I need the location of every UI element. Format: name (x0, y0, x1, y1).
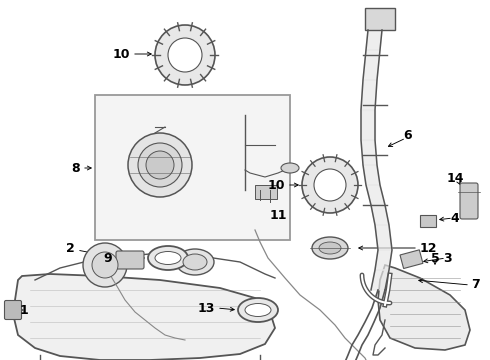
Polygon shape (375, 250, 392, 270)
Polygon shape (366, 30, 382, 50)
Bar (255, 185, 277, 199)
Polygon shape (363, 165, 380, 185)
Ellipse shape (176, 249, 214, 275)
Bar (95, 95, 290, 240)
Ellipse shape (281, 163, 299, 173)
Text: 14: 14 (446, 171, 464, 185)
Circle shape (146, 151, 174, 179)
Ellipse shape (148, 246, 188, 270)
Bar (365, 8, 395, 30)
Text: 6: 6 (404, 129, 412, 141)
FancyBboxPatch shape (460, 183, 478, 219)
Bar (420, 215, 436, 227)
Ellipse shape (183, 254, 207, 270)
Text: 13: 13 (197, 302, 215, 315)
Polygon shape (378, 265, 470, 350)
Circle shape (138, 143, 182, 187)
Polygon shape (371, 270, 389, 290)
Text: 2: 2 (66, 242, 75, 255)
Ellipse shape (319, 242, 341, 254)
Polygon shape (14, 274, 275, 360)
Polygon shape (363, 50, 380, 80)
Circle shape (83, 243, 127, 287)
Circle shape (128, 133, 192, 197)
Polygon shape (361, 140, 377, 165)
Text: 8: 8 (72, 162, 80, 175)
Ellipse shape (155, 252, 181, 265)
Ellipse shape (238, 298, 278, 322)
Bar (400, 250, 423, 269)
Text: 1: 1 (19, 303, 28, 316)
Ellipse shape (245, 303, 271, 316)
Circle shape (168, 38, 202, 72)
Text: 11: 11 (269, 208, 287, 221)
Text: 4: 4 (451, 212, 459, 225)
Polygon shape (371, 205, 389, 225)
Polygon shape (361, 80, 377, 110)
Text: 7: 7 (470, 279, 479, 292)
Polygon shape (366, 185, 385, 205)
Text: 9: 9 (103, 252, 112, 265)
Polygon shape (375, 225, 392, 250)
Circle shape (155, 25, 215, 85)
Text: 5: 5 (431, 252, 440, 265)
Text: 12: 12 (420, 242, 438, 255)
Polygon shape (361, 110, 375, 140)
Circle shape (314, 169, 346, 201)
FancyBboxPatch shape (4, 301, 22, 320)
Ellipse shape (312, 237, 348, 259)
Circle shape (302, 157, 358, 213)
Circle shape (92, 252, 118, 278)
FancyBboxPatch shape (116, 251, 144, 269)
Text: 3: 3 (443, 252, 452, 265)
Text: 10: 10 (113, 48, 130, 60)
Text: 10: 10 (268, 179, 285, 192)
